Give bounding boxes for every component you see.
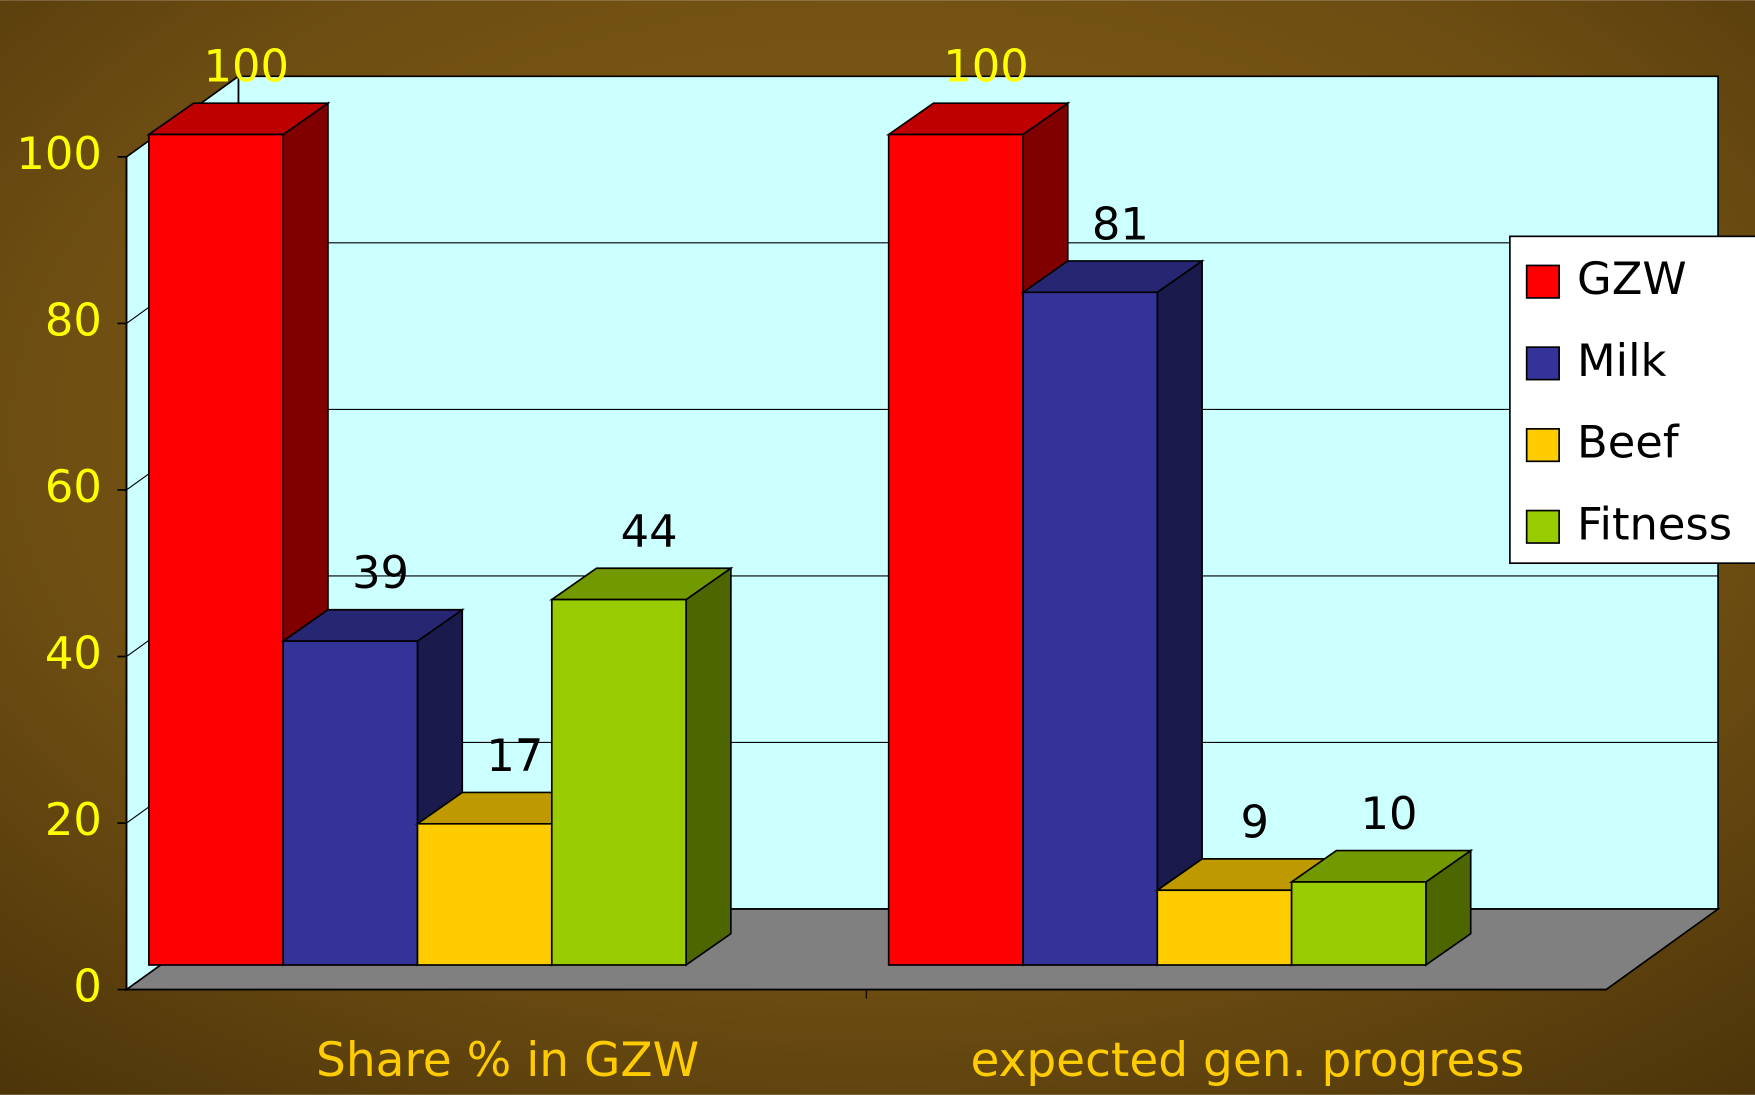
legend-swatch: [1525, 509, 1560, 544]
data-label: 100: [943, 40, 1028, 93]
y-tick-label: 40: [45, 627, 102, 680]
bar: [887, 133, 1024, 966]
bar: [282, 640, 419, 966]
y-tick-label: 0: [73, 960, 101, 1013]
bar: [550, 598, 687, 966]
bar: [148, 133, 285, 966]
data-label: 100: [204, 40, 289, 93]
data-label: 44: [621, 505, 678, 558]
y-tick-label: 60: [45, 460, 102, 513]
bar: [1290, 881, 1427, 966]
legend-label: Milk: [1577, 334, 1666, 387]
legend-swatch: [1525, 428, 1560, 463]
y-tick-label: 100: [16, 127, 101, 180]
legend-label: Beef: [1577, 416, 1680, 469]
bar-side: [685, 566, 732, 967]
data-label: 10: [1361, 787, 1418, 840]
y-tick-label: 80: [45, 293, 102, 346]
data-label: 9: [1240, 795, 1268, 848]
legend-swatch: [1525, 346, 1560, 381]
bar: [1156, 889, 1293, 966]
legend-swatch: [1525, 264, 1560, 299]
bar-side: [1156, 259, 1203, 967]
x-tick-label: expected gen. progress: [970, 1033, 1524, 1088]
data-label: 17: [486, 729, 543, 782]
legend-label: GZW: [1577, 252, 1687, 305]
y-tick-label: 20: [45, 793, 102, 846]
bar: [1022, 291, 1159, 966]
bar: [416, 822, 553, 966]
data-label: 39: [352, 546, 409, 599]
x-tick-label: Share % in GZW: [316, 1033, 699, 1088]
data-label: 81: [1092, 197, 1149, 250]
legend-label: Fitness: [1577, 497, 1732, 550]
